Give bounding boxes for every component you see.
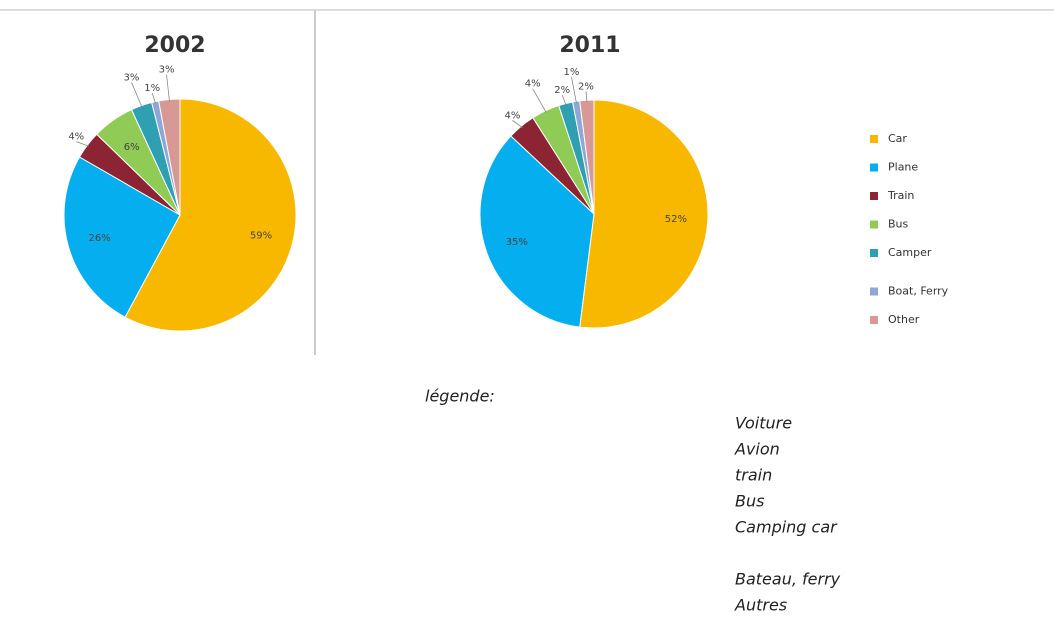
data-label: 52% [665,214,687,225]
notes-item: Voiture [735,414,792,433]
legend-label: Train [887,189,914,202]
data-label: 3% [124,72,140,83]
chart-title: 2002 [144,33,205,58]
notes-item: Bateau, ferry [735,570,841,589]
legend-label: Boat, Ferry [888,285,949,298]
leader-line [512,120,523,129]
legend-label: Car [888,132,907,145]
legend-label: Camper [888,246,932,259]
legend-swatch [870,220,878,229]
data-label: 59% [250,230,272,241]
legend-swatch [870,192,878,200]
notes-heading: légende: [425,387,495,406]
data-label: 1% [144,83,160,94]
data-label: 3% [159,65,175,76]
pie-slice [479,135,595,328]
leader-line [131,82,143,108]
legend-label: Plane [888,161,918,174]
legend-swatch [870,135,878,143]
notes-item: train [735,466,772,485]
pie-slice [579,99,709,329]
legend-swatch [870,249,878,257]
legend-label: Other [888,313,920,326]
legend-swatch [870,287,878,296]
data-label: 6% [124,142,140,153]
leader-line [532,88,547,113]
leader-line [151,92,156,104]
notes-item: Avion [734,440,780,459]
leader-line [561,94,567,106]
notes-item: Bus [735,492,764,511]
data-label: 26% [89,233,111,244]
notes-item: Autres [734,596,787,615]
pie-slice [63,156,181,318]
pie-slice [124,98,297,332]
data-label: 35% [506,237,528,248]
data-label: 2% [578,81,594,92]
leader-line [76,141,90,147]
data-label: 1% [564,67,580,78]
notes-item: Camping car [735,518,838,537]
data-label: 2% [554,85,570,96]
leader-line [166,74,170,102]
leader-line [585,91,588,103]
leader-line [571,76,577,104]
data-label: 4% [504,110,520,121]
legend-label: Bus [888,218,909,231]
legend-swatch [870,163,878,172]
chart-title: 2011 [559,33,620,58]
legend-swatch [870,316,878,324]
data-label: 4% [68,132,84,143]
data-label: 4% [525,79,541,90]
